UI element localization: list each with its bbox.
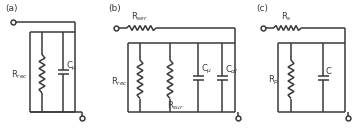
Text: (a): (a): [5, 4, 17, 13]
Text: R$_{rec}$: R$_{rec}$: [111, 75, 128, 88]
Text: R$_{rec}$: R$_{rec}$: [11, 69, 28, 81]
Text: (c): (c): [256, 4, 268, 13]
Text: R$_{sur}$: R$_{sur}$: [167, 100, 184, 112]
Text: C$_{dl}$: C$_{dl}$: [225, 63, 238, 76]
Text: C$_{\mu}$: C$_{\mu}$: [201, 63, 213, 76]
Text: R$_{ser}$: R$_{ser}$: [131, 11, 149, 23]
Text: C: C: [326, 67, 332, 76]
Text: R$_{s}$: R$_{s}$: [281, 11, 292, 23]
Text: (b): (b): [108, 4, 121, 13]
Text: R$_{p}$: R$_{p}$: [268, 74, 279, 87]
Text: C$_{\mu}$: C$_{\mu}$: [66, 59, 77, 73]
